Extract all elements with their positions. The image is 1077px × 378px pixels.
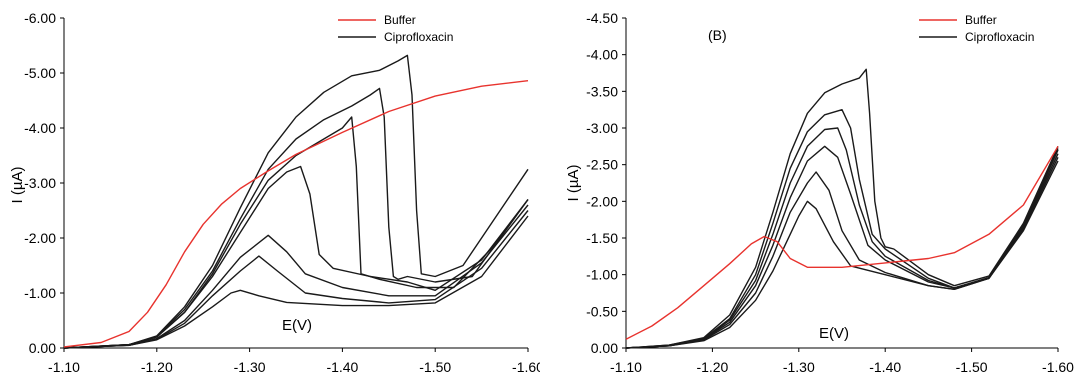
y-tick-label: -3.50 bbox=[586, 83, 618, 99]
y-tick-label: -1.00 bbox=[586, 267, 618, 283]
ciprofloxacin-series-line bbox=[625, 68, 1059, 349]
panel-label: (B) bbox=[708, 27, 727, 43]
ciprofloxacin-series-line bbox=[63, 54, 529, 349]
x-tick-label: -1.20 bbox=[696, 359, 728, 375]
x-tick-label: -1.50 bbox=[419, 359, 451, 375]
legend-label: Ciprofloxacin bbox=[384, 30, 453, 44]
y-tick-label: -2.50 bbox=[586, 157, 618, 173]
chart-b-svg: 0.00 -0.50 -1.00 -1.50 -2.00 -2.50 -3.00 -3.50 -… bbox=[565, 10, 1074, 375]
buffer-series-line bbox=[63, 80, 529, 348]
ciprofloxacin-series-line bbox=[625, 109, 1059, 349]
ciprofloxacin-series-line bbox=[625, 156, 1059, 349]
y-tick-label: -2.00 bbox=[24, 230, 56, 246]
x-tick-label: -1.20 bbox=[141, 359, 173, 375]
ciprofloxacin-series-line bbox=[63, 210, 529, 349]
x-tick-label: -1.30 bbox=[783, 359, 815, 375]
y-tick-label: -3.00 bbox=[586, 120, 618, 136]
y-tick-label: 0.00 bbox=[29, 340, 56, 356]
chart-a-svg: 0.00 -1.00 -2.00 -3.00 -4.00 -5.00 -6.00 -1.10 -… bbox=[9, 10, 540, 375]
y-axis-title: I (µA) bbox=[565, 165, 582, 202]
chart-panel-b: 0.00 -0.50 -1.00 -1.50 -2.00 -2.50 -3.00 -3.50 -… bbox=[537, 0, 1077, 378]
legend-label: Ciprofloxacin bbox=[965, 30, 1034, 44]
x-tick-label: -1.40 bbox=[326, 359, 358, 375]
ciprofloxacin-series-line bbox=[625, 127, 1059, 349]
x-tick-label: -1.50 bbox=[956, 359, 988, 375]
y-tick-label: -4.00 bbox=[24, 120, 56, 136]
ciprofloxacin-series-line bbox=[63, 204, 529, 349]
ciprofloxacin-series-line bbox=[63, 116, 529, 349]
x-tick-label: -1.10 bbox=[48, 359, 80, 375]
x-tick-label: -1.30 bbox=[234, 359, 266, 375]
y-tick-label: -4.00 bbox=[586, 47, 618, 63]
chart-panel-a: 0.00 -1.00 -2.00 -3.00 -4.00 -5.00 -6.00 -1.10 -… bbox=[9, 10, 540, 375]
y-tick-label: -4.50 bbox=[586, 10, 618, 26]
y-tick-label: -2.00 bbox=[586, 193, 618, 209]
y-axis-title: I (µA) bbox=[9, 167, 26, 204]
y-tick-label: 0.00 bbox=[591, 340, 618, 356]
x-tick-label: -1.60 bbox=[512, 359, 540, 375]
x-tick-label: -1.40 bbox=[869, 359, 901, 375]
y-tick-label: -1.00 bbox=[24, 285, 56, 301]
y-tick-label: -1.50 bbox=[586, 230, 618, 246]
x-axis-title: E(V) bbox=[282, 317, 312, 334]
buffer-series-line bbox=[625, 145, 1059, 340]
legend-label: Buffer bbox=[384, 13, 416, 27]
legend-label: Buffer bbox=[965, 13, 997, 27]
ciprofloxacin-series-line bbox=[625, 145, 1059, 349]
y-tick-label: -5.00 bbox=[24, 65, 56, 81]
ciprofloxacin-series-line bbox=[63, 87, 529, 349]
ciprofloxacin-series-line bbox=[625, 160, 1059, 349]
ciprofloxacin-series-line bbox=[63, 215, 529, 349]
x-axis-title: E(V) bbox=[819, 325, 849, 342]
x-tick-label: -1.10 bbox=[610, 359, 642, 375]
y-tick-label: -6.00 bbox=[24, 10, 56, 26]
y-tick-label: -0.50 bbox=[586, 303, 618, 319]
y-tick-label: -3.00 bbox=[24, 175, 56, 191]
x-tick-label: -1.60 bbox=[1042, 359, 1074, 375]
